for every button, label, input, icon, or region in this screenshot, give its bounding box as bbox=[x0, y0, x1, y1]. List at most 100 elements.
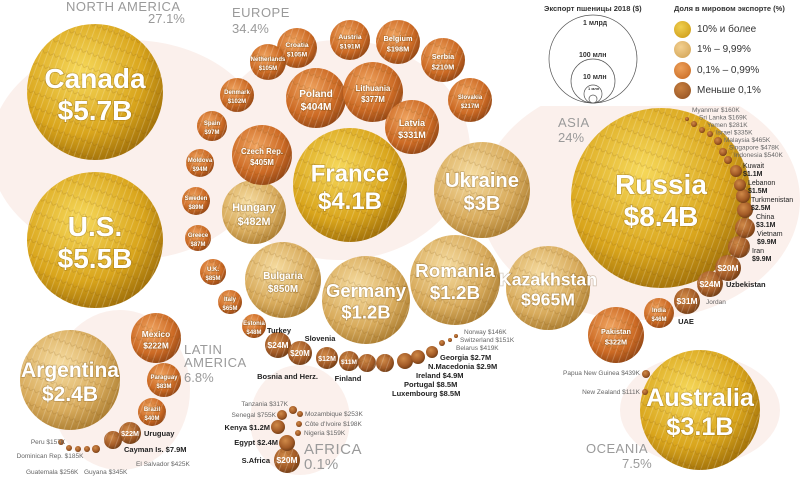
region-label-europe: EUROPE 34.4% bbox=[232, 5, 290, 36]
bubble-circle bbox=[289, 406, 297, 414]
country-label: Nigeria $159K bbox=[304, 430, 346, 437]
bubble-circle bbox=[397, 353, 413, 369]
country-name: Paraguay bbox=[150, 375, 178, 381]
bubble-circle bbox=[297, 411, 303, 417]
country-label: China $3.1M bbox=[756, 214, 776, 229]
bubble-circle bbox=[92, 445, 100, 453]
bubble-germany: Germany$1.2B bbox=[322, 256, 410, 344]
country-name: Sweden bbox=[185, 196, 208, 202]
size-legend-circles bbox=[548, 14, 638, 104]
bubble-texture bbox=[640, 350, 760, 470]
bubble-texture bbox=[138, 398, 166, 426]
bubble-tanzania: Tanzania $317K bbox=[241, 401, 297, 414]
country-value: $12M bbox=[318, 355, 336, 363]
bubble-texture bbox=[185, 225, 211, 251]
bubble-circle bbox=[699, 127, 705, 133]
bubble-yemen: Yemen $281K bbox=[699, 122, 748, 133]
bubble-circle bbox=[736, 189, 750, 203]
bubble-singapore: Singapore $478K bbox=[719, 145, 780, 156]
bubble-texture bbox=[330, 20, 370, 60]
bubble-texture bbox=[343, 62, 403, 122]
country-name: Turkmenistan bbox=[751, 197, 793, 204]
country-value: $31M bbox=[676, 296, 697, 306]
country-value: $377M bbox=[361, 95, 385, 104]
country-label: N.Macedonia $2.9M bbox=[428, 362, 497, 371]
bubble-vietnam: Vietnam $9.9M bbox=[735, 218, 783, 246]
bubble-china: China $3.1M bbox=[737, 202, 776, 229]
bubble-circle bbox=[84, 446, 90, 452]
country-label: Indonesia $540K bbox=[734, 152, 783, 159]
country-name: Slovenia bbox=[305, 334, 337, 343]
country-value: $1.1M bbox=[743, 171, 763, 178]
bubble-circle bbox=[277, 410, 287, 420]
bubble-circle bbox=[279, 435, 295, 451]
bubble-bulgaria: Bulgaria $850M bbox=[245, 242, 321, 318]
bubble-sweden: Sweden $89M bbox=[182, 187, 210, 215]
country-label: Malaysia $465K bbox=[724, 137, 771, 144]
bubble-italy: Italy $65M bbox=[218, 290, 242, 314]
country-name: Pakistan bbox=[601, 327, 631, 336]
country-value: $89M bbox=[188, 205, 203, 211]
bubble-texture bbox=[506, 246, 590, 330]
country-value: $105M bbox=[287, 52, 308, 59]
country-name: Czech Rep. bbox=[241, 147, 283, 156]
country-label: Luxembourg $8.5M bbox=[392, 389, 460, 398]
country-value: $11M bbox=[341, 359, 357, 366]
bubble-russia: Russia$8.4B bbox=[571, 108, 751, 288]
bubble-texture bbox=[715, 255, 741, 281]
country-name: Uruguay bbox=[144, 429, 175, 438]
country-name: Spain bbox=[204, 121, 221, 127]
bubble-texture bbox=[339, 351, 359, 371]
bubble-georgia: Georgia $2.7M bbox=[426, 346, 491, 362]
bubble-circle bbox=[296, 421, 302, 427]
country-value: $331M bbox=[398, 130, 426, 140]
country-name: Canada bbox=[44, 63, 146, 94]
bubble-lebanon: Lebanon $1.5M bbox=[734, 179, 775, 195]
country-label: Papua New Guinea $439K bbox=[563, 370, 641, 377]
country-name: Belgium bbox=[383, 34, 413, 43]
bubble-greece: Greece $87M bbox=[185, 225, 211, 251]
bubble-czech-rep: Czech Rep. $405M bbox=[232, 125, 292, 185]
country-label: Lebanon $1.5M bbox=[748, 180, 775, 195]
country-name: U.S. bbox=[68, 211, 122, 242]
bubble-sri-lanka: Sri Lanka $169K bbox=[691, 115, 748, 127]
size-legend-title: Экспорт пшеницы 2018 ($) bbox=[544, 4, 642, 13]
bubble-texture bbox=[588, 307, 644, 363]
bubble-circle bbox=[714, 137, 722, 145]
country-value: $222M bbox=[143, 340, 169, 350]
country-value: $40M bbox=[144, 416, 159, 422]
bubble-denmark: Denmark $102M bbox=[220, 78, 254, 112]
bubble-guatemala: Guatemala $256K bbox=[26, 446, 81, 476]
bubble-texture bbox=[250, 44, 286, 80]
region-label-latin-america: LATIN AMERICA 6.8% bbox=[184, 342, 247, 385]
country-value: $3B bbox=[464, 193, 501, 215]
bubble-romania: Romania$1.2B bbox=[410, 235, 500, 325]
country-label: Norway $146K bbox=[464, 329, 507, 336]
country-value: $9.9M bbox=[752, 256, 772, 263]
bubble-pakistan: Pakistan$322M bbox=[588, 307, 644, 363]
bubble-texture bbox=[728, 236, 750, 258]
bubble-turkmenistan: Turkmenistan $2.5M bbox=[736, 189, 793, 212]
country-name: Estonia bbox=[243, 321, 265, 327]
country-value: $2.4B bbox=[42, 383, 98, 406]
country-label: Myanmar $160K bbox=[692, 107, 740, 114]
country-value: $102M bbox=[228, 99, 246, 105]
bubble-peru: Peru $157K bbox=[31, 439, 66, 446]
country-name: Argentina bbox=[21, 359, 119, 382]
bubble-kenya: Kenya $1.2M bbox=[225, 420, 285, 434]
country-name: Hungary bbox=[232, 202, 276, 214]
country-value: $405M bbox=[250, 158, 274, 167]
bubble-ireland: Ireland $4.9M bbox=[397, 353, 464, 380]
bubble-moldova: Moldova $94M bbox=[186, 149, 214, 177]
country-name: Uzbekistan bbox=[726, 280, 766, 289]
country-name: Mexico bbox=[142, 329, 170, 339]
country-value: $105M bbox=[259, 66, 277, 72]
bubble-texture bbox=[376, 354, 394, 372]
bubble-nigeria: Nigeria $159K bbox=[295, 430, 346, 437]
bubble-mexico: Mexico$222M bbox=[131, 313, 181, 363]
bubble-circle bbox=[411, 350, 425, 364]
bubble-circle bbox=[426, 346, 438, 358]
bubble-circle bbox=[271, 420, 285, 434]
country-value: $22M bbox=[121, 430, 139, 438]
